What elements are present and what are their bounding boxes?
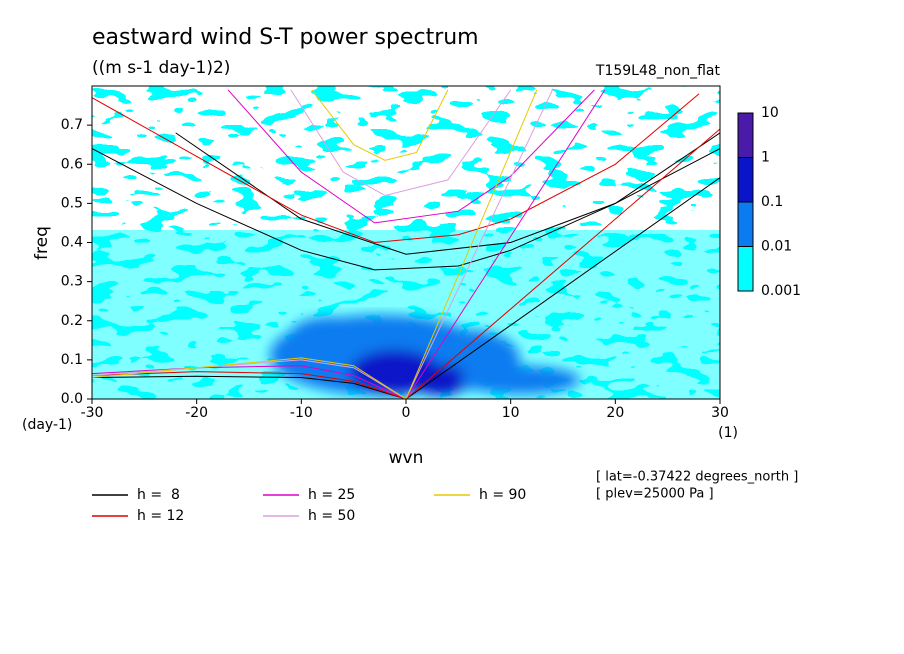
dispersion-curve [227,89,595,224]
annotation: [ lat=-0.37422 degrees_north ] [596,470,798,485]
dispersion-curve [92,371,407,399]
y-tick-label: 0.4 [61,235,83,251]
y-tick-label: 0.3 [61,274,83,290]
colorbar-label: 0.001 [761,283,801,299]
dispersion-curve [92,365,407,399]
dispersion-curve [92,375,407,399]
dispersion-curve [405,89,606,399]
y-tick-label: 0.0 [61,391,83,407]
x-tick-label: -20 [185,405,208,421]
dispersion-curve [92,359,407,399]
x-tick-label: 10 [502,405,520,421]
legend-label: h = 8 [137,487,180,503]
y-axis-label: freq [32,226,52,260]
chart-title: eastward wind S-T power spectrum [92,25,479,50]
colorbar-segment [737,112,754,158]
x-tick-label: -30 [81,405,104,421]
run-label: T159L48_non_flat [595,63,721,79]
legend-label: h = 12 [137,508,184,524]
dispersion-curve [175,132,720,255]
dispersion-curves [92,89,720,399]
y-tick-label: 0.1 [61,352,83,368]
x-tick-label: -10 [290,405,313,421]
colorbar-label: 0.01 [761,239,792,255]
x-axis-label: wvn [389,448,424,468]
dispersion-curve [405,177,720,399]
legend-label: h = 90 [479,487,526,503]
legend-label: h = 25 [308,487,355,503]
annotation: [ plev=25000 Pa ] [596,487,714,502]
dispersion-curve [92,93,700,244]
chart-subtitle: ((m s-1 day-1)2) [92,58,230,78]
x-tick-label: 0 [402,405,411,421]
y-tick-label: 0.2 [61,313,83,329]
colorbar-label: 10 [761,105,779,121]
y-unit: (day-1) [22,417,72,433]
legend-label: h = 50 [308,508,355,524]
dispersion-curve [92,148,720,271]
dispersion-curve [92,357,407,399]
colorbar-label: 0.1 [761,194,783,210]
y-tick-label: 0.7 [61,117,83,133]
dispersion-curve [405,128,720,399]
colorbar-label: 1 [761,150,770,166]
dispersion-curve [405,89,538,399]
y-tick-label: 0.6 [61,156,83,172]
x-unit: (1) [718,425,738,441]
colorbar-segment [737,201,754,247]
x-tick-label: 20 [606,405,624,421]
colorbar-segment [737,246,754,292]
x-tick-label: 30 [711,405,729,421]
dispersion-curve [290,89,512,197]
dispersion-curve [311,89,449,161]
colorbar-segment [737,157,754,203]
y-tick-label: 0.5 [61,195,83,211]
spectrum-field [92,86,720,399]
dispersion-curve [405,89,553,399]
